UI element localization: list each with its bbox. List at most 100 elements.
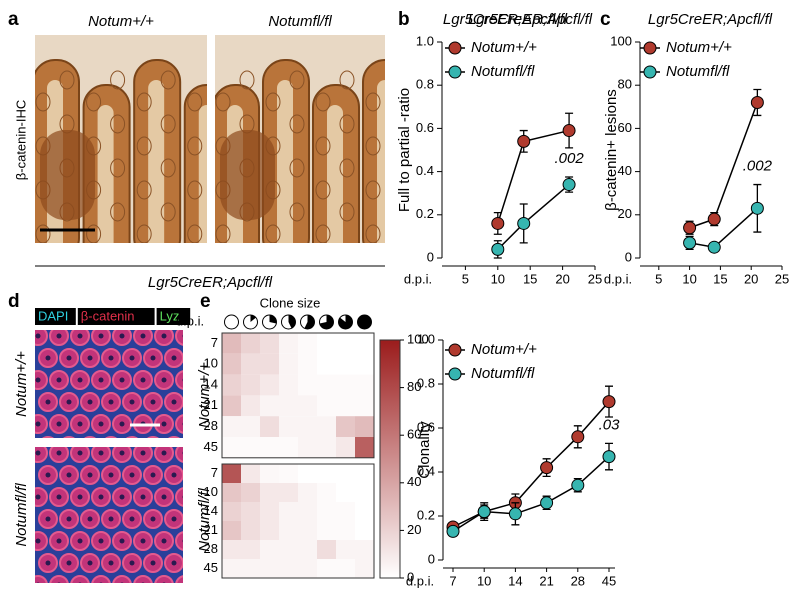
heatmap-cell bbox=[355, 483, 374, 502]
stain-legend: DAPI bbox=[38, 308, 68, 323]
lumen bbox=[99, 582, 103, 583]
lumen bbox=[77, 421, 83, 427]
y-tick-label: 1.0 bbox=[416, 33, 434, 48]
legend-label: Notum+/+ bbox=[471, 39, 537, 56]
clone-size-fill bbox=[338, 315, 353, 329]
heatmap-cell bbox=[260, 540, 279, 559]
lumen bbox=[66, 399, 72, 405]
x-tick-label: 14 bbox=[508, 573, 522, 588]
heatmap-cell bbox=[298, 437, 317, 458]
crypt bbox=[175, 447, 183, 463]
x-tick-label: 5 bbox=[655, 271, 662, 286]
lumen bbox=[119, 333, 125, 339]
lumen bbox=[129, 472, 135, 478]
heatmap-cell bbox=[222, 540, 241, 559]
heatmap-cell bbox=[241, 395, 260, 417]
lumen bbox=[56, 450, 62, 456]
data-point bbox=[707, 240, 721, 254]
crypt bbox=[84, 436, 96, 438]
lumen bbox=[129, 516, 135, 522]
data-point bbox=[540, 496, 554, 510]
y-tick-label: 0.6 bbox=[416, 120, 434, 135]
chart-title: Lgr5CreER;Apcfl/fl bbox=[468, 11, 593, 28]
heatmap-cell bbox=[317, 559, 336, 578]
clone-size-fill bbox=[288, 315, 296, 329]
row-tick-label: 28 bbox=[204, 418, 218, 433]
row-label: Notum+/+ bbox=[13, 351, 30, 417]
crypt bbox=[154, 575, 174, 583]
lumen bbox=[56, 421, 62, 427]
lumen bbox=[140, 494, 146, 500]
heatmap-cell bbox=[222, 559, 241, 578]
heatmap-cell bbox=[279, 483, 298, 502]
heatmap-cell bbox=[317, 483, 336, 502]
lumen bbox=[183, 583, 188, 588]
data-point bbox=[571, 430, 585, 444]
heatmap-cell bbox=[336, 521, 355, 540]
y-tick-label: 0 bbox=[428, 551, 435, 566]
crypt bbox=[105, 436, 117, 438]
x-tick-label: 25 bbox=[775, 271, 789, 286]
row-tick-label: 45 bbox=[204, 560, 218, 575]
crypt bbox=[63, 436, 75, 438]
heatmap-cell bbox=[222, 502, 241, 521]
lumen bbox=[171, 355, 177, 361]
heatmap-cell bbox=[317, 437, 336, 458]
lumen bbox=[35, 494, 41, 500]
heatmap-cell bbox=[241, 483, 260, 502]
lumen bbox=[140, 538, 146, 544]
crypt bbox=[91, 575, 111, 583]
y-tick-label: 0.2 bbox=[417, 507, 435, 522]
lumen bbox=[108, 472, 114, 478]
lumen bbox=[98, 421, 104, 427]
lumen bbox=[77, 333, 83, 339]
colorbar-tick-label: 100 bbox=[407, 331, 429, 346]
y-tick-label: 0.8 bbox=[417, 375, 435, 390]
heatmap-cell bbox=[336, 416, 355, 437]
lumen bbox=[129, 355, 135, 361]
lumen bbox=[119, 377, 125, 383]
lumen bbox=[66, 472, 72, 478]
lumen bbox=[77, 377, 83, 383]
cell bbox=[315, 180, 331, 200]
lumen bbox=[119, 538, 125, 544]
lumen bbox=[182, 378, 183, 382]
heatmap-cell bbox=[241, 416, 260, 437]
lumen bbox=[150, 516, 156, 522]
lumen bbox=[193, 473, 198, 478]
y-tick-label: 0 bbox=[625, 249, 632, 264]
heatmap-cell bbox=[279, 374, 298, 396]
row-label: β-catenin-IHC bbox=[13, 100, 28, 180]
lumen bbox=[161, 494, 167, 500]
lumen bbox=[120, 582, 124, 583]
lumen bbox=[45, 472, 51, 478]
heatmap-cell bbox=[336, 395, 355, 417]
heatmap-cell bbox=[298, 333, 317, 354]
lumen bbox=[87, 399, 93, 405]
colorbar bbox=[379, 339, 401, 579]
heatmap-cell bbox=[260, 395, 279, 417]
series-line bbox=[497, 129, 570, 224]
heatmap-cell bbox=[355, 333, 374, 354]
row-tick-label: 45 bbox=[204, 439, 218, 454]
cell bbox=[215, 92, 231, 112]
series-line bbox=[452, 456, 610, 533]
lumen bbox=[182, 495, 183, 499]
dark-region bbox=[220, 130, 275, 220]
crypt bbox=[35, 370, 48, 390]
cell bbox=[215, 224, 231, 243]
colorbar-tick-label: 20 bbox=[407, 522, 421, 537]
y-tick-label: 60 bbox=[618, 120, 632, 135]
crypt bbox=[42, 436, 54, 438]
x-tick-label: 21 bbox=[539, 573, 553, 588]
heatmap-cell bbox=[222, 374, 241, 396]
clone-size-fill bbox=[319, 315, 334, 330]
legend-marker bbox=[448, 343, 462, 357]
crypt-lumen bbox=[198, 105, 207, 243]
heatmap-cell bbox=[298, 416, 317, 437]
heatmap-cell bbox=[317, 521, 336, 540]
micrograph bbox=[35, 330, 183, 438]
lumen bbox=[66, 355, 72, 361]
legend-label: Notumfl/fl bbox=[666, 63, 730, 80]
lumen bbox=[98, 494, 104, 500]
